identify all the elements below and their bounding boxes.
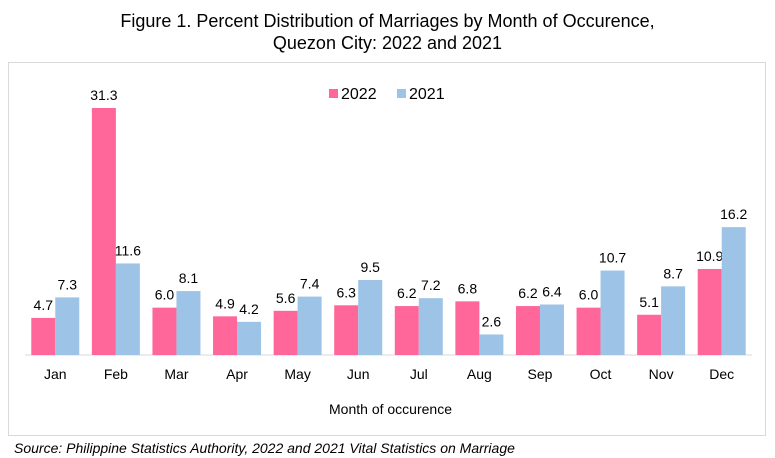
bar-2021-may: [297, 296, 322, 355]
bar-2021-feb: [115, 263, 140, 355]
x-tick-label-oct: Oct: [590, 366, 612, 382]
legend-label-2022: 2022: [341, 86, 377, 103]
data-label-2022-jun: 6.3: [336, 284, 356, 300]
legend-swatch-2021: [397, 89, 406, 98]
data-label-2021-jun: 9.5: [360, 259, 380, 275]
data-label-2021-dec: 16.2: [720, 206, 747, 222]
bar-2021-jul: [418, 298, 443, 355]
data-label-2022-may: 5.6: [276, 290, 296, 306]
x-tick-label-may: May: [284, 366, 310, 382]
data-label-2021-aug: 2.6: [482, 313, 502, 329]
data-label-2022-aug: 6.8: [458, 280, 478, 296]
data-label-2021-sep: 6.4: [542, 283, 562, 299]
bar-2022-nov: [637, 314, 662, 355]
x-tick-label-jan: Jan: [44, 366, 67, 382]
bar-2021-mar: [176, 291, 201, 355]
bar-2021-jun: [358, 280, 383, 355]
data-label-2021-oct: 10.7: [599, 250, 626, 266]
bar-2022-oct: [576, 307, 601, 355]
data-label-2022-dec: 10.9: [696, 248, 723, 264]
data-label-2021-jan: 7.3: [58, 276, 78, 292]
data-label-2021-apr: 4.2: [239, 301, 259, 317]
data-label-2021-may: 7.4: [300, 276, 320, 292]
data-label-2022-mar: 6.0: [155, 287, 175, 303]
bar-2021-nov: [661, 286, 686, 355]
data-label-2021-feb: 11.6: [115, 242, 141, 258]
bar-2022-feb: [91, 108, 116, 355]
bar-2022-jan: [31, 317, 56, 355]
data-label-2022-apr: 4.9: [215, 295, 235, 311]
bar-2022-may: [273, 310, 298, 355]
data-label-2022-sep: 6.2: [518, 285, 538, 301]
x-tick-label-sep: Sep: [527, 366, 552, 382]
bar-2021-apr: [237, 321, 262, 355]
bar-2022-jun: [334, 305, 359, 355]
data-label-2022-feb: 31.3: [90, 87, 117, 103]
source-note: Source: Philippine Statistics Authority,…: [14, 440, 515, 456]
data-label-2022-oct: 6.0: [579, 287, 599, 303]
legend-swatch-2022: [329, 89, 338, 98]
data-label-2022-jan: 4.7: [34, 297, 54, 313]
chart-title: Figure 1. Percent Distribution of Marria…: [0, 10, 775, 54]
x-tick-label-jun: Jun: [347, 366, 370, 382]
data-label-2021-nov: 8.7: [663, 265, 683, 281]
x-tick-label-aug: Aug: [467, 366, 492, 382]
bar-2022-apr: [213, 316, 238, 355]
data-label-2022-nov: 5.1: [639, 294, 659, 310]
chart-title-line-1: Figure 1. Percent Distribution of Marria…: [120, 11, 655, 31]
bar-2022-jul: [394, 306, 419, 355]
x-axis-title: Month of occurence: [329, 401, 452, 417]
chart-title-line-2: Quezon City: 2022 and 2021: [272, 33, 503, 53]
x-tick-label-nov: Nov: [649, 366, 674, 382]
data-label-2021-mar: 8.1: [179, 270, 199, 286]
bar-2021-dec: [721, 227, 746, 355]
bar-2021-jan: [55, 297, 80, 355]
x-tick-label-dec: Dec: [709, 366, 734, 382]
x-tick-label-feb: Feb: [104, 366, 128, 382]
data-label-2021-jul: 7.2: [421, 277, 441, 293]
bar-2021-aug: [479, 334, 504, 355]
bar-2021-sep: [539, 304, 564, 355]
chart-frame: [8, 62, 766, 436]
bar-2022-aug: [455, 301, 480, 355]
bar-2021-oct: [600, 270, 625, 355]
bar-2022-mar: [152, 307, 177, 355]
x-tick-label-jul: Jul: [410, 366, 428, 382]
data-label-2022-jul: 6.2: [397, 285, 417, 301]
x-tick-label-apr: Apr: [226, 366, 248, 382]
bar-2022-dec: [697, 268, 722, 355]
bar-2022-sep: [515, 306, 540, 355]
x-tick-label-mar: Mar: [164, 366, 188, 382]
legend-label-2021: 2021: [409, 86, 445, 103]
